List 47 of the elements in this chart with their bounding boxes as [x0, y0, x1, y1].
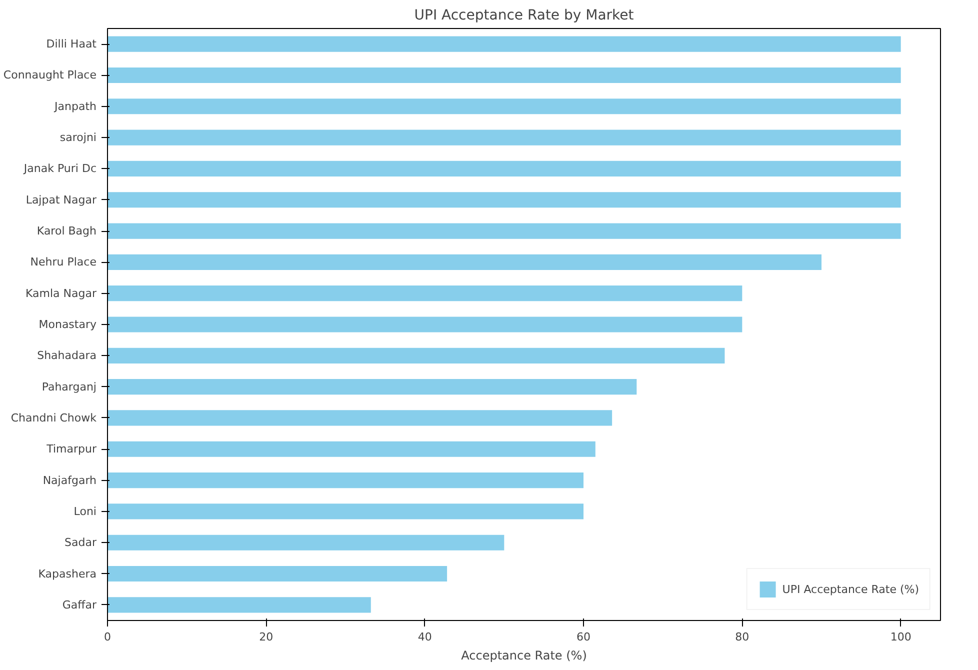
x-tick-label: 60 [576, 630, 590, 644]
y-tick-label: Gaffar [62, 598, 97, 612]
bar [108, 67, 901, 84]
bar [108, 160, 901, 176]
y-tick-label: Shahadara [37, 349, 97, 362]
chart-title: UPI Acceptance Rate by Market [414, 8, 634, 24]
bar [108, 534, 504, 550]
y-tick-label: Loni [74, 504, 97, 518]
bar [108, 566, 448, 582]
y-tick-label: Janpath [54, 100, 97, 113]
bar [108, 504, 584, 520]
y-tick-label: Sadar [64, 536, 97, 550]
x-axis-title: Acceptance Rate (%) [461, 648, 587, 662]
bar [108, 36, 901, 52]
bar [108, 223, 901, 239]
y-tick-label: Kapashera [38, 567, 96, 580]
y-tick-label: sarojni [60, 131, 97, 144]
bar [108, 98, 901, 114]
y-tick-label: Dilli Haat [46, 38, 98, 51]
bar [108, 254, 822, 270]
y-tick-label: Najafgarh [42, 474, 97, 487]
bar [108, 316, 742, 332]
bar [108, 348, 725, 364]
x-tick-label: 100 [890, 630, 912, 644]
legend-label: UPI Acceptance Rate (%) [782, 582, 919, 596]
y-tick-label: Paharganj [42, 380, 97, 394]
y-tick-label: Timarpur [46, 442, 97, 456]
y-tick-label: Kamla Nagar [26, 286, 97, 300]
y-tick-label: Connaught Place [3, 68, 97, 82]
bar [108, 597, 371, 613]
x-tick-label: 40 [418, 630, 432, 644]
y-tick-label: Lajpat Nagar [26, 193, 97, 206]
bar [108, 441, 596, 457]
y-tick-label: Nehru Place [30, 256, 97, 269]
y-tick-label: Chandni Chowk [10, 411, 98, 424]
bar [108, 286, 742, 302]
bar [108, 410, 612, 426]
y-tick-label: Janak Puri Dc [22, 162, 97, 176]
x-tick-label: 20 [259, 630, 274, 644]
bar [108, 379, 637, 395]
x-tick-label: 80 [735, 630, 750, 644]
x-tick-label: 0 [104, 630, 111, 644]
bar [108, 192, 901, 208]
y-tick-label: Karol Bagh [36, 224, 97, 238]
bar [108, 472, 584, 488]
y-tick-label: Monastary [38, 318, 97, 331]
bar [108, 130, 901, 146]
